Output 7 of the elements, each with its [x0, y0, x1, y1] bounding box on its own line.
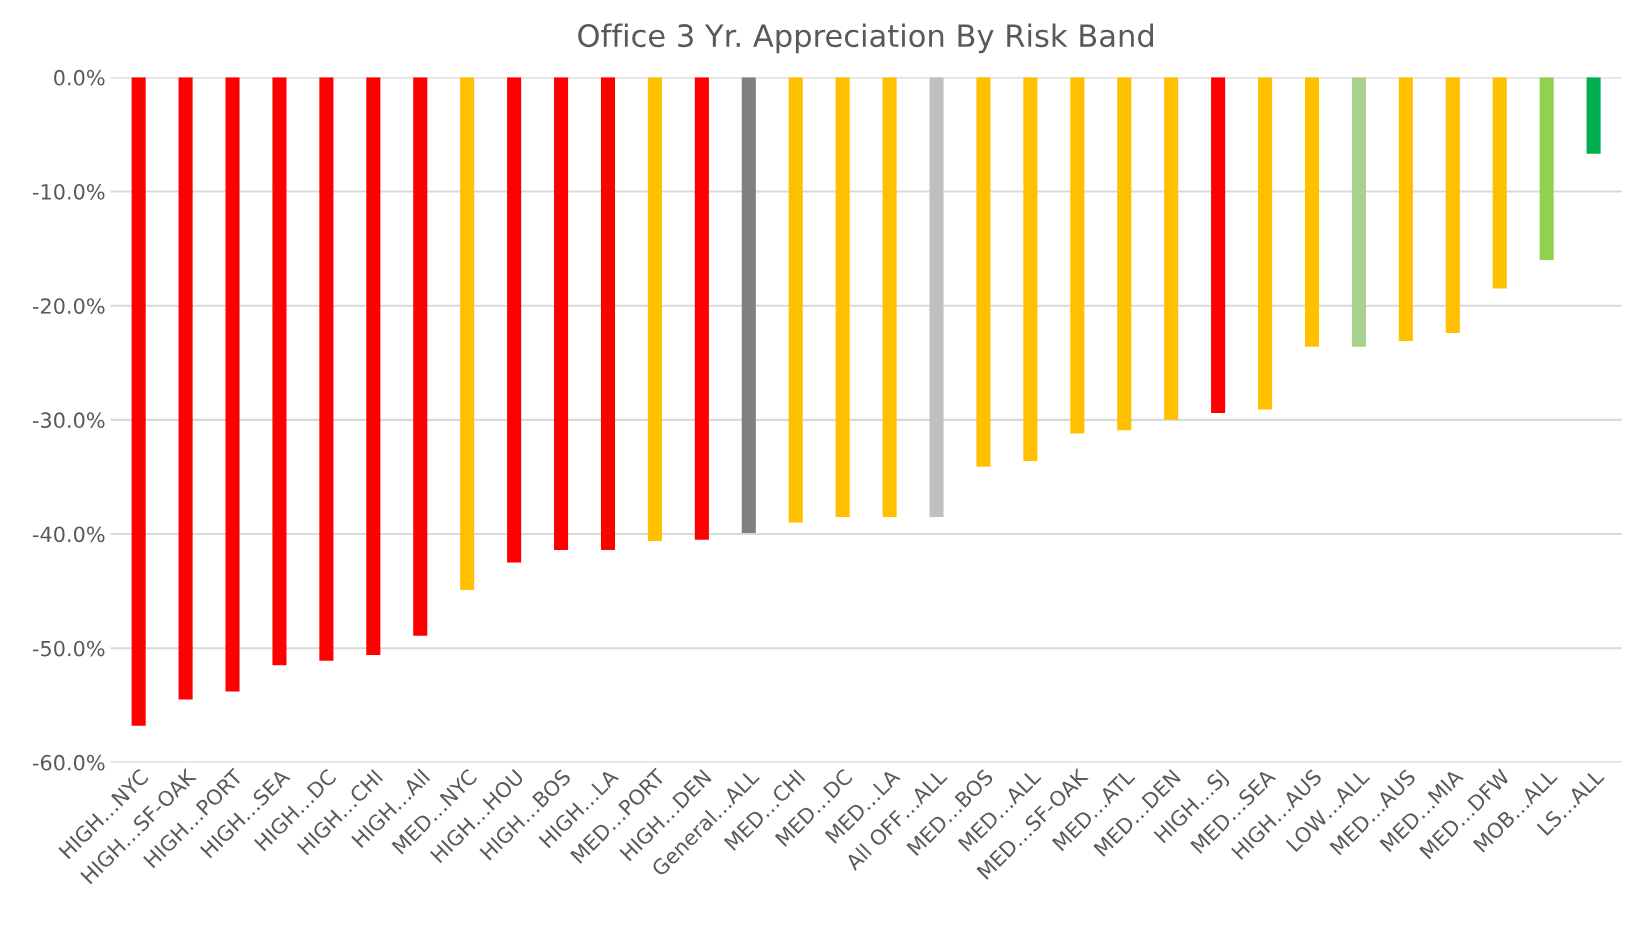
y-tick-label: -10.0%	[32, 183, 105, 200]
chart-title: Office 3 Yr. Appreciation By Risk Band	[578, 23, 1153, 54]
y-tick-label: -30.0%	[32, 412, 105, 429]
y-tick-label: -20.0%	[32, 298, 105, 314]
y-tick-label: -40.0%	[32, 526, 105, 543]
y-tick-label: 0.0%	[54, 69, 105, 86]
y-tick-label: -50.0%	[32, 640, 105, 657]
